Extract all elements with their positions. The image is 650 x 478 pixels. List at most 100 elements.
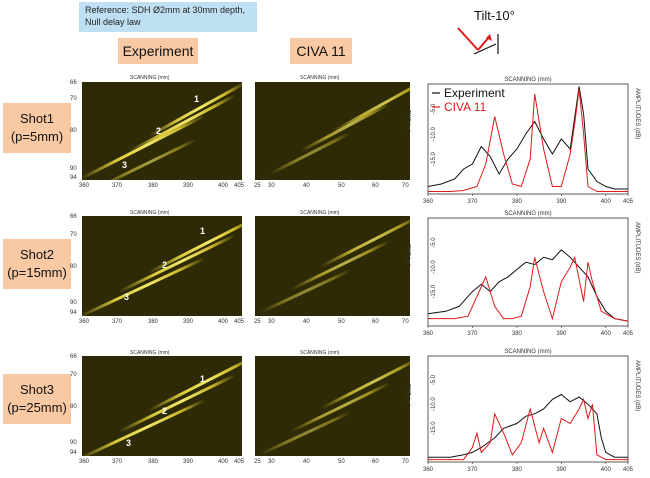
arrow-head-icon xyxy=(486,34,492,41)
y-tick-label: -5.0 xyxy=(431,374,437,385)
x-tick: 380 xyxy=(148,183,159,189)
echo-streak xyxy=(259,269,351,314)
x-tick-label: 390 xyxy=(556,199,567,205)
echo-streak xyxy=(82,114,206,180)
x-tick: 30 xyxy=(268,319,275,325)
x-tick: 400 xyxy=(218,183,229,189)
x-tick: 390 xyxy=(183,319,194,325)
echo-marker-2: 2 xyxy=(162,406,168,416)
x-tick: 360 xyxy=(79,459,90,465)
echo-streak xyxy=(117,233,237,294)
x-tick: 25 xyxy=(254,319,261,325)
echo-streak xyxy=(289,382,391,433)
x-tick-label: 360 xyxy=(423,331,434,337)
x-tick-label: 380 xyxy=(512,331,523,337)
column-header-civa: CIVA 11 xyxy=(290,38,352,64)
series-line-experiment xyxy=(427,86,628,190)
series-line-civa xyxy=(428,88,628,192)
civa-scan-label-3: SCANNING (mm) xyxy=(300,350,340,356)
echo-streak xyxy=(320,216,410,268)
series-line-experiment xyxy=(428,393,628,458)
x-tick-label: 390 xyxy=(556,331,567,337)
y-tick: 94 xyxy=(70,310,77,316)
y-tick: 90 xyxy=(70,300,77,306)
y-tick: 94 xyxy=(70,175,77,181)
row-label-shot2: Shot2 (p=15mm) xyxy=(3,239,71,289)
x-tick-label: 370 xyxy=(467,199,478,205)
y-tick-label: -15.0 xyxy=(431,284,437,298)
y-tick: 66 xyxy=(70,354,77,360)
row-param: (p=5mm) xyxy=(10,129,64,144)
tilt-label: Tilt-10° xyxy=(474,8,515,23)
x-tick-label: 360 xyxy=(423,199,434,205)
x-tick-label: 370 xyxy=(467,467,478,473)
row-label-shot3: Shot3 (p=25mm) xyxy=(3,374,71,424)
x-axis-title: SCANNING (mm) xyxy=(504,211,551,217)
x-tick: 390 xyxy=(183,183,194,189)
reference-note: Reference: SDH Ø2mm at 30mm depth, Null … xyxy=(79,2,257,32)
echo-marker-3: 3 xyxy=(126,438,132,448)
y-tick-label: -15.0 xyxy=(431,152,437,166)
echo-streak xyxy=(300,102,390,153)
bscan-civa-shot3 xyxy=(255,356,410,456)
amplitude-chart-shot1: SCANNING (mm) AMPLITUDES (dB) -5.0 -10.0 -15… xyxy=(423,77,640,205)
exp-scan-label-2: SCANNING (mm) xyxy=(130,210,170,216)
civa-scan-label-1: SCANNING (mm) xyxy=(300,75,340,81)
bscan-civa-shot2 xyxy=(255,216,410,316)
exp-scan-label-3: SCANNING (mm) xyxy=(130,350,170,356)
exp-scan-label-1: SCANNING (mm) xyxy=(130,75,170,81)
x-tick: 50 xyxy=(338,459,345,465)
tilt-diagram xyxy=(457,27,499,55)
x-tick: 400 xyxy=(218,319,229,325)
echo-marker-3: 3 xyxy=(124,292,130,302)
echo-streak xyxy=(82,256,207,316)
x-tick: 380 xyxy=(148,459,159,465)
x-tick: 30 xyxy=(268,183,275,189)
x-tick: 60 xyxy=(372,183,379,189)
x-tick: 400 xyxy=(218,459,229,465)
legend-label: CIVA 11 xyxy=(444,100,487,114)
x-tick-label: 380 xyxy=(512,467,523,473)
civa-time-label-3: TIME (µs) xyxy=(405,384,411,407)
plot-frame xyxy=(427,217,629,327)
y-tick: 80 xyxy=(70,128,77,134)
x-tick-label: 360 xyxy=(423,467,434,473)
x-tick: 70 xyxy=(402,183,409,189)
x-tick: 390 xyxy=(183,459,194,465)
x-tick: 360 xyxy=(79,319,90,325)
y-tick: 90 xyxy=(70,166,77,172)
x-tick-label: 405 xyxy=(623,199,634,205)
y-tick: 70 xyxy=(70,372,77,378)
row-name: Shot2 xyxy=(20,247,54,262)
y-tick-label: -10.0 xyxy=(431,127,437,141)
y-tick: 66 xyxy=(70,80,77,86)
echo-marker-1: 1 xyxy=(194,94,200,104)
x-tick: 380 xyxy=(148,319,159,325)
row-name: Shot1 xyxy=(20,111,54,126)
echo-streak xyxy=(148,82,242,138)
civa-scan-label-2: SCANNING (mm) xyxy=(300,210,340,216)
x-tick-label: 405 xyxy=(623,467,634,473)
x-tick: 25 xyxy=(254,183,261,189)
y-axis-title: AMPLITUDES (dB) xyxy=(634,222,640,273)
series-line-experiment xyxy=(427,249,629,322)
bscan-civa-shot1 xyxy=(255,82,410,180)
row-label-shot1: Shot1 (p=5mm) xyxy=(3,103,71,153)
x-tick: 405 xyxy=(234,183,245,189)
y-tick-label: -10.0 xyxy=(431,397,437,411)
y-axis-title: AMPLITUDES (dB) xyxy=(634,360,640,411)
y-tick: 80 xyxy=(70,404,77,410)
y-tick: 70 xyxy=(70,232,77,238)
bscan-experiment-shot1: 1 2 3 xyxy=(82,82,242,180)
y-tick: 90 xyxy=(70,440,77,446)
x-tick: 40 xyxy=(303,459,310,465)
y-tick-label: -5.0 xyxy=(431,103,437,114)
x-tick: 360 xyxy=(79,183,90,189)
amplitude-chart-shot2: SCANNING (mm) AMPLITUDES (dB) -5.0 -10.0 -15… xyxy=(423,211,640,337)
x-tick: 40 xyxy=(303,319,310,325)
y-tick: 66 xyxy=(70,214,77,220)
x-tick: 370 xyxy=(112,459,123,465)
y-tick-label: -10.0 xyxy=(431,260,437,274)
bscan-experiment-shot2: 1 2 3 xyxy=(82,216,242,316)
echo-marker-1: 1 xyxy=(200,226,206,236)
